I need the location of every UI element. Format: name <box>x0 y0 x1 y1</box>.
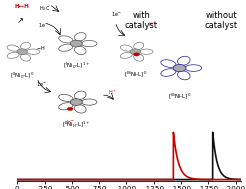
Text: with
catalyst: with catalyst <box>125 11 158 30</box>
Text: H$_2$C: H$_2$C <box>39 4 50 13</box>
Text: [$^{Ni}$Ni-L]$^{0}$: [$^{Ni}$Ni-L]$^{0}$ <box>168 91 191 101</box>
Text: $\nearrow$: $\nearrow$ <box>15 16 24 25</box>
Circle shape <box>134 53 139 56</box>
Text: 1e$^-$: 1e$^-$ <box>38 21 49 29</box>
Circle shape <box>70 40 82 47</box>
Circle shape <box>17 49 27 55</box>
Text: [$^{Ni}$Ni-L]$^{0}$: [$^{Ni}$Ni-L]$^{0}$ <box>123 69 147 79</box>
Text: without
catalyst: without catalyst <box>205 11 238 30</box>
Text: H$^+$: H$^+$ <box>108 88 117 97</box>
Circle shape <box>67 107 73 111</box>
Text: H$^+$: H$^+$ <box>148 20 156 29</box>
Text: [$^{II}$Ni$_{0}$-L]$^{0}$: [$^{II}$Ni$_{0}$-L]$^{0}$ <box>10 71 34 81</box>
Circle shape <box>70 99 82 105</box>
Circle shape <box>173 64 186 72</box>
Text: H—H: H—H <box>15 4 30 9</box>
Text: H$^-$: H$^-$ <box>66 118 75 126</box>
Text: $-$H: $-$H <box>36 44 45 52</box>
Text: [$^{II}$Ni$_{H}$-L]$^{1+}$: [$^{II}$Ni$_{H}$-L]$^{1+}$ <box>62 120 91 130</box>
Circle shape <box>130 49 140 55</box>
Text: 1e$^-$: 1e$^-$ <box>36 80 47 88</box>
Text: 1e$^-$: 1e$^-$ <box>111 10 122 18</box>
Text: [$^{I}$Ni$_{0}$-L]$^{1+}$: [$^{I}$Ni$_{0}$-L]$^{1+}$ <box>63 61 90 71</box>
